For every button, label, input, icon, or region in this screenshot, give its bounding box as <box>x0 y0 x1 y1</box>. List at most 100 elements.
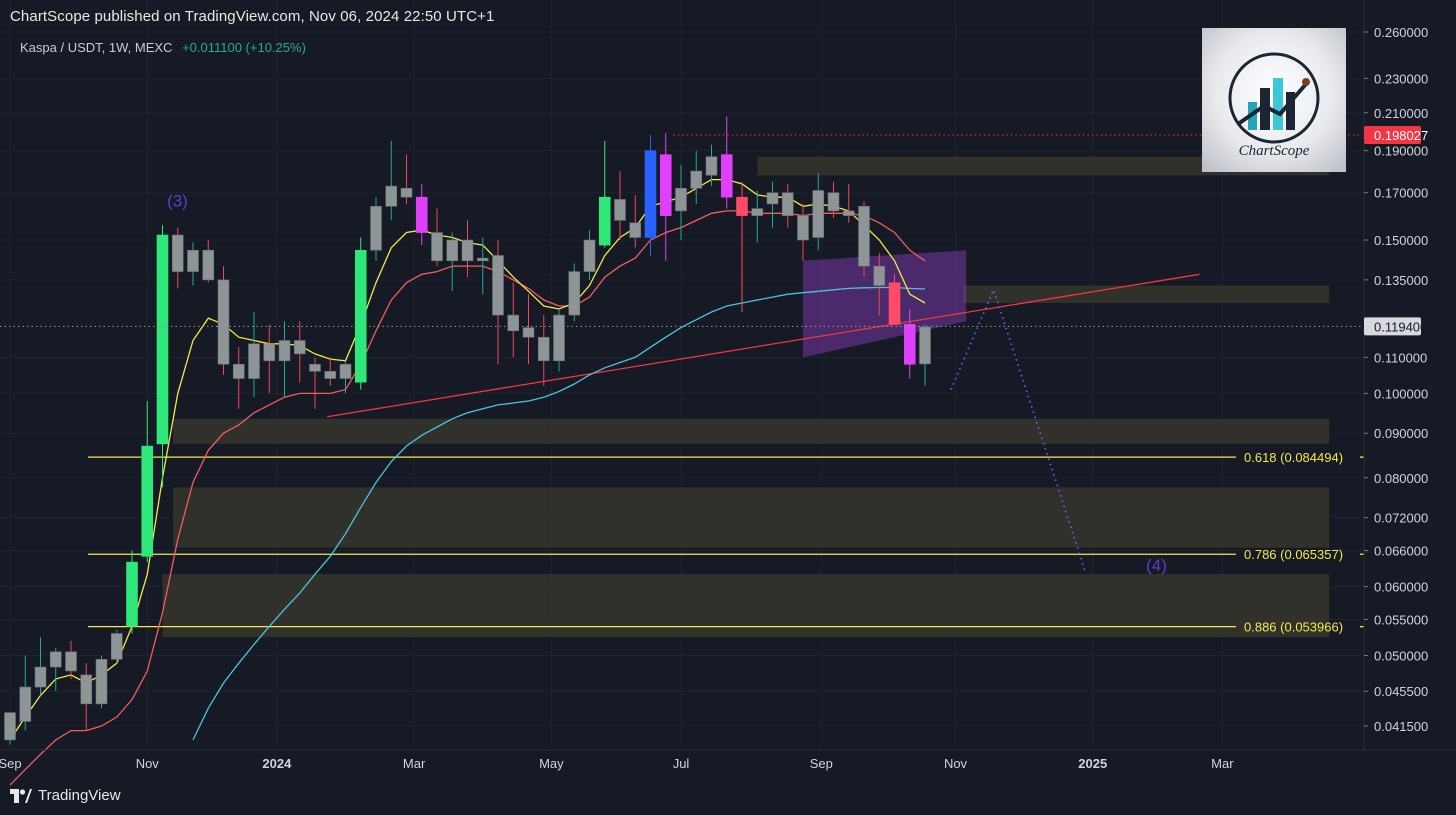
candle-body <box>446 239 459 262</box>
candle-body <box>659 154 672 216</box>
candle-body <box>537 336 550 362</box>
candle-body <box>34 666 47 688</box>
y-tick-label: 0.066000 <box>1374 544 1428 559</box>
candle-body <box>903 324 916 365</box>
symbol-title: Kaspa / USDT, 1W, MEXC <box>20 40 173 55</box>
trendline <box>327 273 1200 418</box>
candle-body <box>522 327 535 338</box>
price-change: +0.011100 (+10.25%) <box>182 40 306 55</box>
candle-body <box>797 215 809 241</box>
candle-body <box>858 205 870 267</box>
candle-body <box>187 249 199 272</box>
candle-body <box>598 196 611 246</box>
x-tick-label: Nov <box>136 756 160 771</box>
candle-body <box>141 445 154 557</box>
candle-body <box>171 234 184 272</box>
y-tick-label: 0.072000 <box>1374 511 1428 526</box>
candle-body <box>675 187 687 212</box>
y-tick-label: 0.210000 <box>1374 106 1428 121</box>
candle-body <box>202 249 215 281</box>
candle-body <box>126 561 138 627</box>
supply-demand-zone <box>757 156 1330 176</box>
candle-body <box>705 156 718 176</box>
fib-label: 0.786 (0.065357) <box>1244 547 1343 562</box>
candle-body <box>812 190 825 238</box>
candle-body <box>751 208 764 216</box>
candle-body <box>827 192 840 212</box>
y-tick-label: 0.045500 <box>1374 684 1428 699</box>
candle-body <box>156 234 169 445</box>
candle-body <box>919 326 931 365</box>
candle-body <box>217 279 230 365</box>
y-tick-label: 0.150000 <box>1374 233 1428 248</box>
y-tick-label: 0.100000 <box>1374 386 1428 401</box>
y-tick-label: 0.230000 <box>1374 71 1428 86</box>
wave-label: (3) <box>167 191 188 210</box>
fib-label: 0.886 (0.053966) <box>1244 620 1343 635</box>
x-tick-label: Sep <box>0 756 22 771</box>
candle-body <box>232 363 245 379</box>
candle-body <box>263 343 276 362</box>
logo-emblem-icon <box>1228 52 1320 144</box>
x-tick-label: May <box>539 756 564 771</box>
candle-body <box>720 154 733 198</box>
supply-demand-zone <box>963 285 1330 303</box>
candle-body <box>110 633 123 660</box>
candle-body <box>65 651 77 672</box>
candle-body <box>49 651 62 668</box>
candle-body <box>370 205 382 251</box>
y-tick-label: 0.050000 <box>1374 649 1428 664</box>
symbol-legend: Kaspa / USDT, 1W, MEXC +0.011100 (+10.25… <box>20 40 306 55</box>
y-tick-label: 0.055000 <box>1374 612 1428 627</box>
ema-slow-line <box>192 286 926 741</box>
x-tick-label: Mar <box>1211 756 1234 771</box>
candle-body <box>248 343 260 379</box>
candle-body <box>324 371 337 379</box>
x-tick-label: 2025 <box>1078 756 1107 771</box>
forecast-box <box>803 250 967 358</box>
candle-body <box>354 249 367 383</box>
candle-body <box>766 192 779 205</box>
candle-body <box>19 686 32 722</box>
candle-body <box>736 196 748 216</box>
candle-body <box>888 282 901 325</box>
candle-body <box>583 239 596 272</box>
tradingview-brand[interactable]: TradingView <box>10 787 121 804</box>
publish-info: ChartScope published on TradingView.com,… <box>10 8 495 25</box>
candle-body <box>492 255 504 316</box>
candle-body <box>385 185 398 207</box>
brand-label: TradingView <box>38 787 121 804</box>
x-tick-label: Sep <box>810 756 833 771</box>
candle-body <box>476 257 489 262</box>
x-tick-label: Nov <box>944 756 968 771</box>
candle-body <box>873 265 886 286</box>
candle-body <box>842 210 855 216</box>
y-tick-label: 0.041500 <box>1374 719 1428 734</box>
last-price-badge <box>1364 317 1421 336</box>
candle-body <box>614 199 626 221</box>
candle-body <box>278 340 291 362</box>
recent-high-label: 0.198027 <box>1374 128 1428 143</box>
candle-body <box>400 187 413 198</box>
y-tick-label: 0.110000 <box>1374 350 1427 365</box>
y-tick-label: 0.190000 <box>1374 144 1428 159</box>
candle-body <box>309 363 321 372</box>
candle-body <box>95 659 108 705</box>
y-tick-label: 0.080000 <box>1374 471 1428 486</box>
fib-label: 0.618 (0.084494) <box>1244 450 1343 465</box>
y-tick-label: 0.135000 <box>1374 273 1428 288</box>
candle-body <box>553 314 565 362</box>
logo-name: ChartScope <box>1238 143 1310 159</box>
supply-demand-zone <box>173 487 1330 548</box>
x-tick-label: Jul <box>673 756 690 771</box>
candle-body <box>461 239 474 262</box>
candle-body <box>690 170 703 189</box>
supply-demand-zone <box>162 574 1330 638</box>
supply-demand-zone <box>173 418 1330 444</box>
tradingview-logo-icon <box>10 788 32 803</box>
y-tick-label: 0.060000 <box>1374 580 1428 595</box>
chartscope-logo: ChartScope <box>1202 28 1346 172</box>
candle-body <box>644 150 657 238</box>
candle-body <box>339 363 352 379</box>
